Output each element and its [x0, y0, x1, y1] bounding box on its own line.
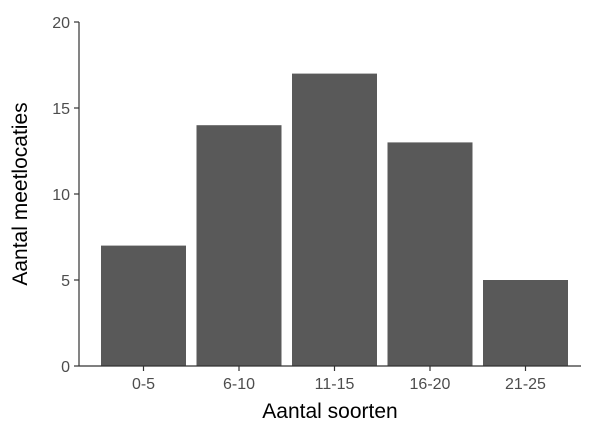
x-tick-label: 0-5	[132, 376, 155, 393]
bar-6-10	[196, 125, 282, 366]
y-axis: 0 5 10 15 20	[52, 15, 80, 376]
bar-0-5	[101, 245, 186, 366]
y-tick-label: 0	[61, 359, 70, 376]
x-axis: 0-5 6-10 11-15 16-20 21-25	[79, 365, 581, 393]
y-tick-label: 20	[52, 15, 70, 32]
x-tick-label: 11-15	[315, 376, 355, 393]
bars-group	[101, 73, 568, 366]
x-tick-label: 16-20	[410, 376, 451, 393]
bar-21-25	[483, 280, 568, 366]
y-tick-label: 5	[61, 273, 70, 290]
x-tick-label: 6-10	[223, 376, 255, 393]
y-tick-label: 10	[52, 187, 70, 204]
bar-16-20	[387, 142, 473, 366]
x-tick-label: 21-25	[505, 376, 546, 393]
y-tick-label: 15	[52, 101, 70, 118]
y-axis-title: Aantal meetlocaties	[9, 102, 32, 285]
bar-11-15	[292, 73, 377, 366]
x-axis-title: Aantal soorten	[262, 400, 397, 423]
